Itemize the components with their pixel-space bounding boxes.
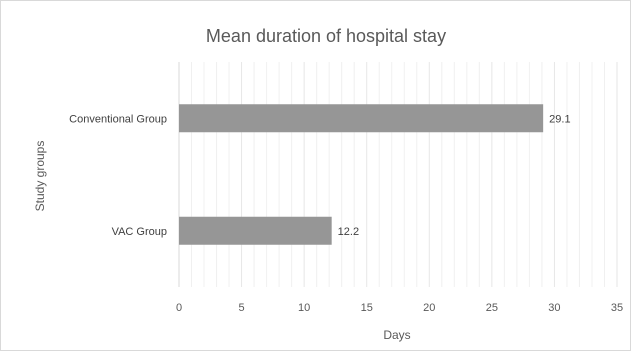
bar	[179, 216, 332, 245]
category-label: Conventional Group	[69, 113, 167, 125]
x-tick-label: 5	[239, 302, 245, 314]
x-axis-title: Days	[383, 328, 410, 342]
data-label: 12.2	[338, 226, 359, 238]
x-tick-label: 15	[361, 302, 373, 314]
data-label: 29.1	[549, 113, 570, 125]
x-tick-label: 0	[176, 302, 182, 314]
bars: 29.1 12.2	[179, 104, 571, 245]
bar	[179, 104, 544, 133]
x-tick-label: 20	[423, 302, 435, 314]
y-axis-title: Study groups	[33, 141, 47, 212]
x-tick-labels: 0 5 10 15 20 25 30 35	[176, 302, 623, 314]
category-label: VAC Group	[112, 226, 167, 238]
x-tick-label: 25	[486, 302, 498, 314]
category-labels: Conventional Group VAC Group	[69, 113, 167, 238]
chart-title: Mean duration of hospital stay	[206, 26, 446, 46]
x-tick-label: 30	[548, 302, 560, 314]
gridlines	[178, 62, 618, 287]
x-tick-label: 35	[611, 302, 623, 314]
x-tick-label: 10	[298, 302, 310, 314]
